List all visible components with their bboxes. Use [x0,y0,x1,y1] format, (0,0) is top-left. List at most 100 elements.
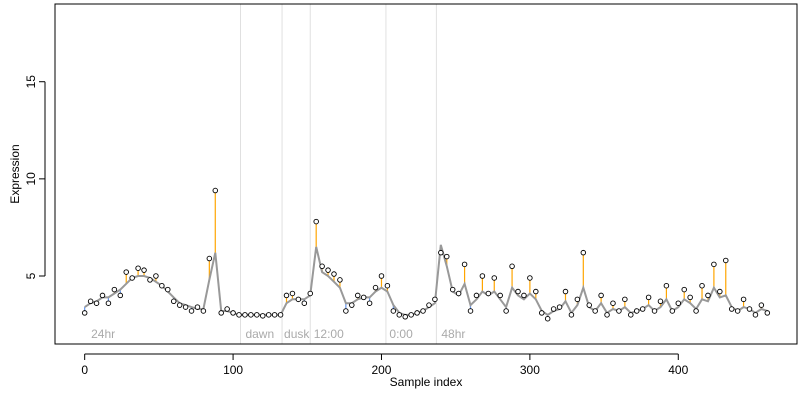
data-point [669,308,676,314]
data-point [325,267,331,273]
data-point [580,249,587,256]
data-point [129,275,135,281]
data-point [734,308,741,314]
data-point [135,265,141,271]
data-point [378,273,385,279]
data-point [438,249,444,256]
data-point [592,308,598,314]
data-point [497,292,503,299]
data-point [467,308,474,314]
data-point [705,292,711,299]
data-point [360,294,367,301]
data-point [354,292,361,299]
data-point [550,306,557,312]
plot-frame [54,3,798,345]
y-tick-label: 10 [24,172,38,186]
data-point [764,310,771,316]
data-point [651,308,658,314]
data-point [242,312,248,318]
data-point [675,300,682,306]
data-point [723,257,729,264]
data-point [455,290,462,297]
data-point [556,304,563,310]
region-label: 12:00 [314,327,344,341]
data-point [331,271,337,277]
trend-line-path [84,244,768,317]
data-point [473,292,480,299]
data-point [728,306,735,312]
data-point [307,290,313,297]
data-point [366,300,373,306]
data-point [461,261,468,268]
data-point [265,312,272,318]
data-point [176,302,183,308]
data-point [509,263,515,270]
data-point [758,302,765,308]
data-points [81,187,771,322]
data-point [479,273,486,279]
data-point [111,286,118,293]
data-point [645,294,652,301]
x-tick-label: 100 [223,363,243,377]
data-point [236,312,242,318]
data-point [444,253,450,260]
data-point [562,288,569,295]
data-point [218,310,224,316]
data-point [740,296,747,303]
data-point [87,298,94,305]
y-axis-title: Expression [8,144,22,203]
data-point [105,300,112,306]
data-point [188,308,195,314]
data-point [289,290,296,297]
data-point [230,310,236,316]
data-point [295,296,302,303]
data-point [343,308,349,314]
data-point [544,315,551,322]
data-point [604,312,610,318]
region-label: 48hr [441,327,465,341]
data-point [663,282,670,289]
y-tick-label: 5 [24,272,38,279]
trend-line [84,244,768,317]
data-point [622,296,628,303]
data-point [633,308,640,314]
region-label: dusk [284,327,310,341]
x-tick-label: 300 [520,363,540,377]
data-point [420,308,426,314]
data-point [283,292,290,299]
data-point [384,282,391,289]
data-point [396,312,403,318]
data-point [408,312,414,318]
data-point [681,286,687,293]
y-tick-label: 15 [24,75,38,89]
separator-lines [240,4,437,344]
data-point [123,269,129,275]
data-point [432,296,438,303]
data-point [147,277,153,283]
data-point [628,312,634,318]
data-point [414,310,420,316]
data-point [657,298,664,305]
data-point [182,304,189,310]
data-point [313,218,319,225]
data-point [616,308,622,314]
region-labels: 24hr dawn dusk 12:00 0:00 48hr [91,327,465,341]
data-point [515,288,521,295]
data-point [99,292,106,299]
data-point [568,312,575,318]
data-point [372,284,379,291]
region-label: dawn [245,327,274,341]
data-point [426,302,432,308]
data-point [301,300,308,306]
x-tick-label: 400 [668,363,688,377]
data-point [319,263,325,270]
data-point [574,296,581,303]
data-point [153,273,159,279]
data-point [533,288,539,295]
axes: 0 100 200 300 400 5 10 15 [24,75,689,377]
data-point [194,304,201,310]
x-axis-title: Sample index [390,375,463,389]
data-point [277,312,284,318]
data-point [693,308,699,314]
